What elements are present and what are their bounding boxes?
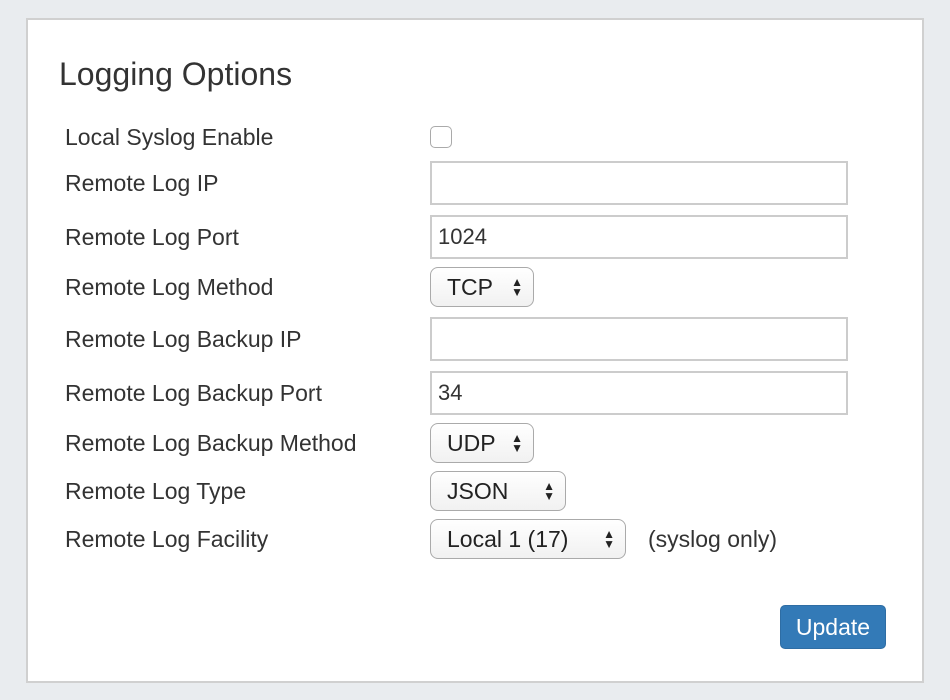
logging-options-panel: Logging Options Local Syslog Enable Remo… [26,18,924,683]
field-label: Remote Log Port [65,224,239,250]
remote-log-port-input[interactable] [430,215,848,259]
selected-value: JSON [447,477,509,504]
remote-log-backup-method-select[interactable]: UDP ▲ ▼ [430,423,534,463]
remote-log-backup-ip-input[interactable] [430,317,848,361]
row-remote-log-ip: Remote Log IP [28,161,922,205]
row-remote-log-backup-ip: Remote Log Backup IP [28,317,922,361]
select-arrows-icon: ▲ ▼ [543,479,555,503]
field-label: Remote Log Backup Method [65,430,357,456]
field-label: Remote Log Facility [65,526,269,552]
remote-log-ip-input[interactable] [430,161,848,205]
select-arrows-icon: ▲ ▼ [511,431,523,455]
row-remote-log-port: Remote Log Port [28,215,922,259]
local-syslog-enable-checkbox[interactable] [430,126,452,148]
row-remote-log-backup-method: Remote Log Backup Method UDP ▲ ▼ [28,423,922,463]
row-local-syslog-enable: Local Syslog Enable [28,117,922,157]
select-arrows-icon: ▲ ▼ [603,527,615,551]
field-label: Remote Log Method [65,274,274,300]
selected-value: TCP [447,273,493,300]
remote-log-method-select[interactable]: TCP ▲ ▼ [430,267,534,307]
syslog-only-note: (syslog only) [648,525,778,552]
row-remote-log-method: Remote Log Method TCP ▲ ▼ [28,267,922,307]
row-remote-log-facility: Remote Log Facility Local 1 (17) ▲ ▼ (syslo… [28,519,922,559]
field-label: Remote Log Backup IP [65,326,302,352]
field-label: Local Syslog Enable [65,124,274,150]
selected-value: UDP [447,429,496,456]
update-button[interactable]: Update [780,605,886,649]
row-remote-log-type: Remote Log Type JSON ▲ ▼ [28,471,922,511]
page-title: Logging Options [59,56,293,92]
field-label: Remote Log Backup Port [65,380,322,406]
remote-log-facility-select[interactable]: Local 1 (17) ▲ ▼ [430,519,626,559]
select-arrows-icon: ▲ ▼ [511,275,523,299]
row-remote-log-backup-port: Remote Log Backup Port [28,371,922,415]
remote-log-backup-port-input[interactable] [430,371,848,415]
remote-log-type-select[interactable]: JSON ▲ ▼ [430,471,566,511]
field-label: Remote Log IP [65,170,219,196]
selected-value: Local 1 (17) [447,525,569,552]
field-label: Remote Log Type [65,478,247,504]
